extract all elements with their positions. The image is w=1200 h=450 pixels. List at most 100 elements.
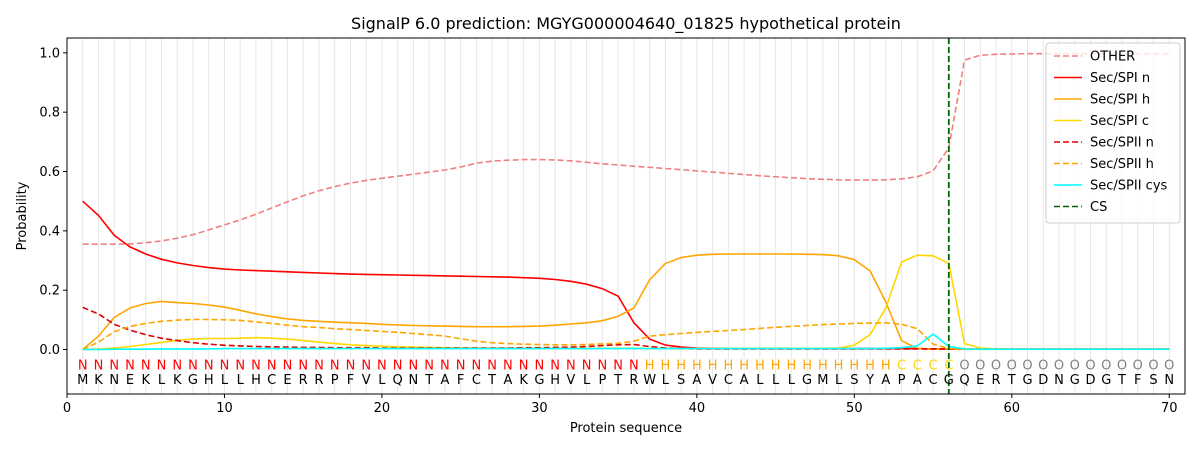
region-label: N [188, 358, 198, 373]
region-label: H [645, 358, 655, 373]
residue-label: L [835, 373, 843, 388]
residue-label: G [1022, 373, 1032, 388]
legend-label: CS [1090, 200, 1107, 215]
region-label: N [598, 358, 608, 373]
x-tick-label: 70 [1161, 401, 1178, 416]
residue-label: F [457, 373, 464, 388]
residue-label: A [913, 373, 922, 388]
residue-label: H [204, 373, 214, 388]
y-tick-label: 0.4 [39, 224, 60, 239]
region-label: H [834, 358, 844, 373]
region-label: O [1070, 358, 1080, 373]
residue-label: E [126, 373, 134, 388]
residue-label: L [378, 373, 386, 388]
residue-label: T [424, 373, 433, 388]
legend-label: OTHER [1090, 50, 1135, 65]
region-label: N [503, 358, 513, 373]
y-axis-ticks: 0.0 0.2 0.4 0.6 0.8 1.0 [39, 46, 67, 358]
residue-label: H [251, 373, 261, 388]
region-label: H [660, 358, 670, 373]
region-label: C [913, 358, 922, 373]
residue-label: H [550, 373, 560, 388]
residue-label: T [487, 373, 496, 388]
x-tick-label: 10 [216, 401, 233, 416]
series-line-other [82, 52, 1170, 245]
y-tick-label: 0.2 [39, 284, 60, 299]
region-label: N [94, 358, 104, 373]
grid-lines [82, 38, 1170, 394]
residue-label: P [598, 373, 606, 388]
legend-label: Sec/SPII h [1090, 157, 1154, 172]
region-label: N [472, 358, 482, 373]
region-label: N [346, 358, 356, 373]
region-label: N [283, 358, 293, 373]
x-tick-label: 20 [374, 401, 391, 416]
residue-label: S [1149, 373, 1157, 388]
residue-label: P [898, 373, 906, 388]
residue-label: S [850, 373, 858, 388]
y-tick-label: 0.6 [39, 165, 60, 180]
sequence-labels: NMNKNNNENKNLNKNGNHNLNLNHNCNENRNRNPNFNVNL… [77, 358, 1174, 388]
plot-frame [66, 37, 1186, 395]
x-tick-label: 50 [846, 401, 863, 416]
region-label: O [1054, 358, 1064, 373]
region-label: N [157, 358, 167, 373]
residue-label: G [1070, 373, 1080, 388]
region-label: N [267, 358, 277, 373]
y-tick-label: 0.0 [39, 343, 60, 358]
residue-label: M [817, 373, 828, 388]
region-label: N [519, 358, 529, 373]
residue-label: R [299, 373, 308, 388]
region-label: N [582, 358, 592, 373]
residue-label: D [1038, 373, 1048, 388]
region-label: O [1101, 358, 1111, 373]
region-label: H [849, 358, 859, 373]
legend-box [1045, 42, 1181, 224]
region-label: H [692, 358, 702, 373]
residue-label: C [267, 373, 276, 388]
residue-label: T [613, 373, 622, 388]
region-label: N [409, 358, 419, 373]
region-label: N [629, 358, 639, 373]
x-tick-label: 60 [1004, 401, 1021, 416]
region-label: H [865, 358, 875, 373]
region-label: O [1164, 358, 1174, 373]
residue-label: N [409, 373, 419, 388]
residue-label: A [740, 373, 749, 388]
residue-label: C [472, 373, 481, 388]
residue-label: R [314, 373, 323, 388]
residue-label: E [976, 373, 984, 388]
region-label: H [802, 358, 812, 373]
series-line-sec-spi-h [82, 253, 1170, 351]
region-label: N [172, 358, 182, 373]
region-label: O [1022, 358, 1032, 373]
residue-label: Q [393, 373, 403, 388]
region-label: N [109, 358, 119, 373]
residue-label: N [1054, 373, 1064, 388]
region-label: N [141, 358, 151, 373]
legend-label: Sec/SPI h [1090, 93, 1150, 108]
region-label: C [897, 358, 906, 373]
residue-label: W [643, 373, 656, 388]
region-label: O [959, 358, 969, 373]
residue-label: T [1007, 373, 1016, 388]
residue-label: L [158, 373, 166, 388]
series-line-sec-spi-c [82, 254, 1170, 351]
x-tick-label: 30 [531, 401, 548, 416]
region-label: O [1117, 358, 1127, 373]
region-label: H [786, 358, 796, 373]
region-label: N [535, 358, 545, 373]
residue-label: V [566, 373, 575, 388]
region-label: N [487, 358, 497, 373]
residue-label: K [141, 373, 150, 388]
region-label: N [78, 358, 88, 373]
region-label: O [1085, 358, 1095, 373]
region-label: H [818, 358, 828, 373]
region-label: O [1133, 358, 1143, 373]
region-label: H [739, 358, 749, 373]
region-label: N [314, 358, 324, 373]
y-tick-label: 1.0 [39, 46, 60, 61]
y-axis-label: Probability [15, 181, 30, 250]
region-label: N [613, 358, 623, 373]
